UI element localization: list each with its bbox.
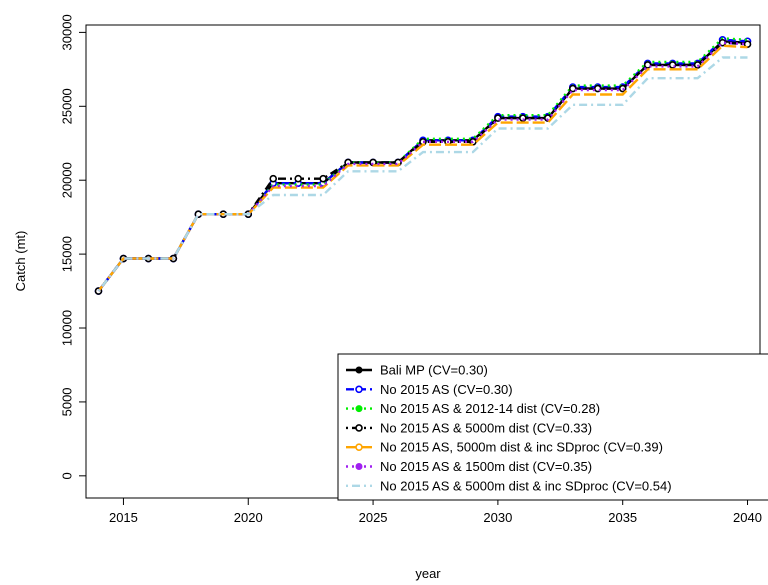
series-line: [97, 41, 748, 292]
x-axis: 2015 2020 2025 2030 2035 2040: [109, 498, 762, 525]
legend-marker: [355, 424, 363, 432]
x-tick-label: 2040: [733, 510, 762, 525]
legend-entry: No 2015 AS (CV=0.30): [380, 382, 513, 397]
legend-entry: No 2015 AS & 2012-14 dist (CV=0.28): [380, 401, 600, 416]
legend-marker: [355, 443, 363, 452]
legend-entry: No 2015 AS & 5000m dist & inc SDproc (CV…: [380, 478, 672, 493]
y-tick-label: 0: [59, 472, 74, 479]
y-axis-title: Catch (mt): [13, 231, 28, 292]
legend-marker: [355, 463, 363, 470]
series-line: [97, 37, 748, 292]
legend-entry: No 2015 AS & 1500m dist (CV=0.35): [380, 459, 592, 474]
y-tick-label: 15000: [59, 236, 74, 272]
legend-box: [337, 353, 768, 501]
series-line: [97, 40, 748, 292]
data-point: [568, 84, 577, 93]
x-tick-label: 2030: [483, 510, 512, 525]
data-point: [319, 174, 327, 183]
y-tick-label: 25000: [59, 88, 74, 124]
legend-marker: [355, 405, 363, 413]
legend: Bali MP (CV=0.30) No 2015 AS (CV=0.30) No …: [337, 353, 768, 501]
x-axis-title: year: [415, 566, 441, 581]
series-6: [97, 41, 748, 292]
x-tick-label: 2020: [234, 510, 263, 525]
legend-marker: [355, 385, 363, 394]
series-line: [97, 38, 748, 292]
series-3: [97, 37, 748, 292]
y-tick-label: 10000: [59, 310, 74, 346]
legend-entry: Bali MP (CV=0.30): [380, 363, 488, 378]
series-layer: [94, 35, 752, 295]
data-point: [269, 174, 278, 183]
legend-entry: No 2015 AS & 5000m dist (CV=0.33): [380, 420, 592, 435]
data-point: [743, 40, 752, 49]
data-point: [294, 174, 302, 183]
x-tick-label: 2015: [109, 510, 138, 525]
y-tick-label: 5000: [59, 387, 74, 416]
series-1: [94, 37, 752, 295]
legend-marker: [355, 366, 363, 374]
series-7: [97, 56, 748, 292]
series-line: [97, 44, 748, 292]
series-line: [97, 56, 748, 292]
x-tick-label: 2025: [359, 510, 388, 525]
data-point: [643, 61, 652, 69]
y-axis: 0 5000 10000 15000 20000 25000 30000: [59, 14, 86, 479]
legend-entry: No 2015 AS, 5000m dist & inc SDproc (CV=…: [380, 440, 663, 455]
y-tick-label: 20000: [59, 162, 74, 198]
series-line: [97, 41, 748, 292]
y-tick-label: 30000: [59, 14, 74, 50]
series-5: [97, 44, 748, 292]
x-tick-label: 2035: [608, 510, 637, 525]
series-2: [94, 35, 752, 295]
